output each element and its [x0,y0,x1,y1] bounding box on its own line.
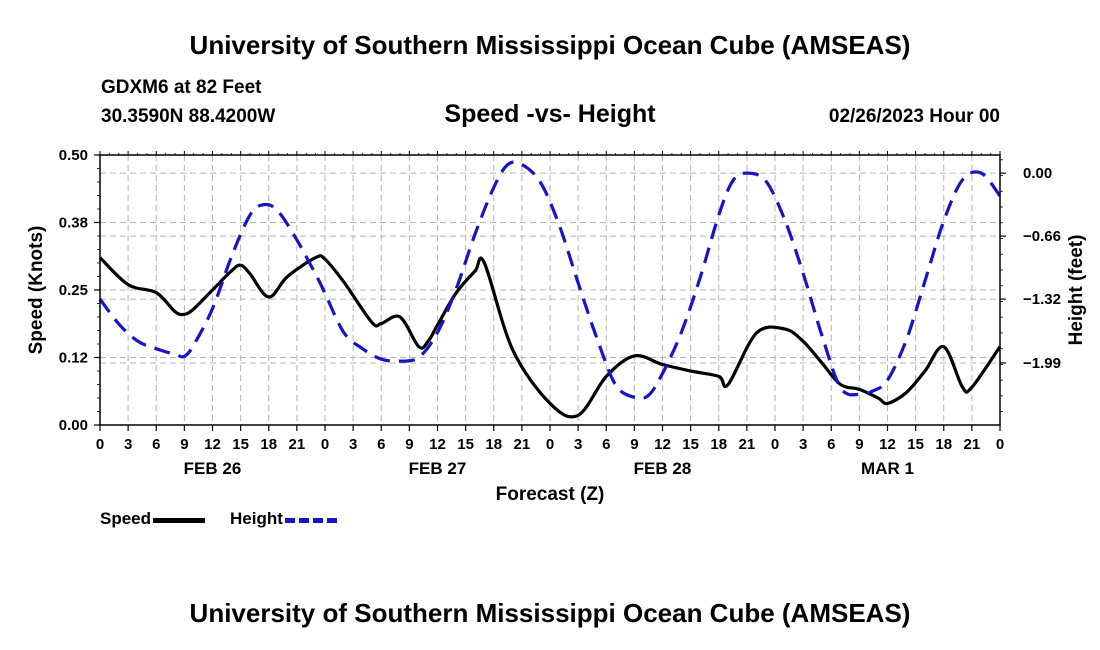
x-tick-label: 12 [429,436,446,453]
x-tick-label: 21 [964,436,981,453]
x-tick-label: 18 [485,436,502,453]
forecast-datetime: 02/26/2023 Hour 00 [828,106,1000,127]
x-axis-label: Forecast (Z) [496,484,605,505]
x-tick-label: 3 [124,436,132,453]
x-tick-label: 15 [682,436,699,453]
x-tick-label: 9 [180,436,188,453]
legend-height-swatch [284,518,337,523]
x-tick-label: 0 [546,436,554,453]
y-axis-label-right: Height (feet) [1066,235,1087,346]
x-tick-label: 18 [935,436,952,453]
speed-series-line [98,254,1002,419]
x-tick-label: 18 [260,436,277,453]
x-tick-label: 0 [996,436,1004,453]
x-tick-label: 3 [349,436,357,453]
x-tick-label: 6 [827,436,835,453]
x-tick-label: 9 [855,436,863,453]
chart-subtitle: Speed -vs- Height [444,100,656,128]
legend-height-label: Height [230,509,283,528]
height-series-line [98,160,1002,401]
x-tick-label: 15 [907,436,924,453]
date-label: FEB 28 [634,459,692,478]
y-right-tick-label: 0.00 [1023,165,1052,182]
x-tick-label: 15 [232,436,249,453]
x-tick-label: 21 [739,436,756,453]
series-layer [98,160,1002,419]
date-label: MAR 1 [861,459,914,478]
x-tick-label: 3 [574,436,582,453]
x-tick-label: 21 [514,436,531,453]
x-tick-label: 9 [405,436,413,453]
x-tick-label: 0 [771,436,779,453]
y-axis-label-left: Speed (Knots) [26,226,47,355]
date-label: FEB 26 [184,459,242,478]
x-tick-label: 12 [204,436,221,453]
x-tick-label: 3 [799,436,807,453]
y-right-tick-label: −1.32 [1023,291,1061,308]
chart-axes: 0 3 6 9 12 15 18 21 0 3 6 9 12 15 18 21 0 3 6 9 12 15 18 21 0 3 6 9… [59,147,1061,478]
legend-speed: Speed [100,509,206,529]
legend-speed-label: Speed [100,509,152,528]
x-tick-label: 12 [879,436,896,453]
x-tick-label: 6 [152,436,160,453]
x-tick-label: 9 [630,436,638,453]
station-label: GDXM6 at 82 Feet [101,77,262,98]
x-tick-label: 0 [321,436,329,453]
page-title: University of Southern Mississippi Ocean… [189,30,911,60]
y-right-tick-label: −0.66 [1023,228,1061,245]
x-tick-label: 6 [377,436,385,453]
y-left-tick-label: 0.50 [59,147,88,164]
station-coordinates: 30.3590N 88.4200W [101,106,276,127]
x-tick-label: 21 [289,436,306,453]
legend-height: Height [230,509,337,529]
x-tick-label: 15 [457,436,474,453]
y-right-tick-label: −1.99 [1023,355,1061,372]
x-tick-label: 0 [96,436,104,453]
date-label: FEB 27 [409,459,467,478]
chart-grid [100,155,1000,425]
x-tick-label: 18 [710,436,727,453]
y-left-tick-label: 0.25 [59,282,88,299]
y-left-tick-label: 0.38 [59,215,88,232]
footer-title: University of Southern Mississippi Ocean… [189,598,911,628]
y-left-tick-label: 0.00 [59,417,88,434]
legend-speed-swatch [153,518,206,523]
x-tick-label: 6 [602,436,610,453]
y-left-tick-label: 0.12 [59,350,88,367]
x-tick-label: 12 [654,436,671,453]
